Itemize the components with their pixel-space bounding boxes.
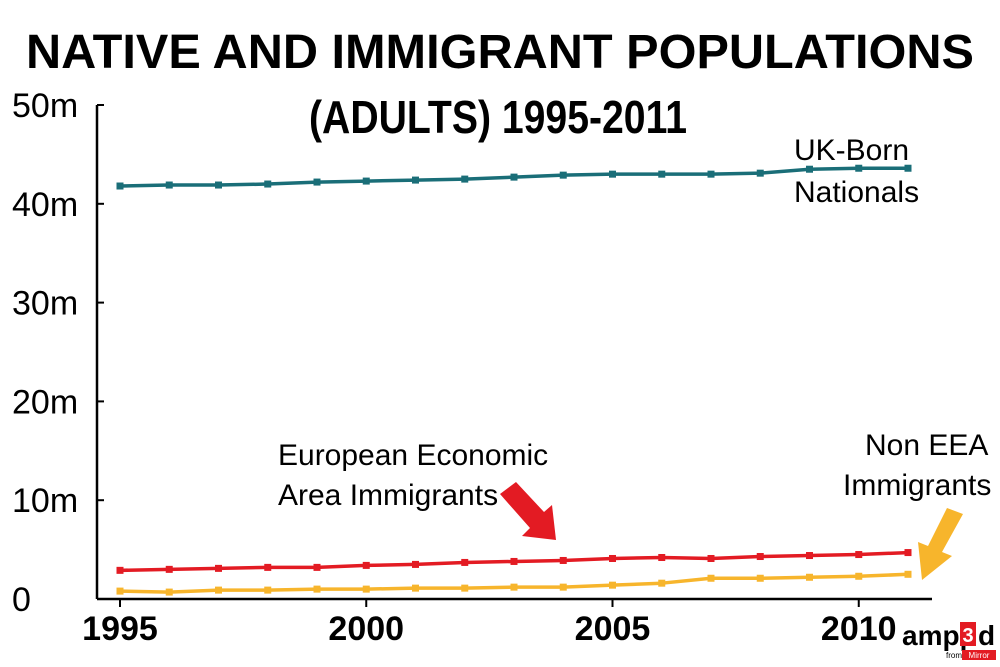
series-label-non-eea-line-0: Non EEA [865, 429, 988, 462]
y-tick-label-2: 20m [12, 383, 78, 421]
point-eea-2008 [756, 553, 764, 561]
logo-mirror-badge [962, 650, 996, 660]
point-eea-2000 [362, 561, 370, 569]
point-uk-born-2003 [510, 173, 518, 181]
point-non-eea-2001 [412, 584, 419, 592]
point-eea-2006 [658, 554, 666, 562]
point-non-eea-2002 [461, 584, 469, 592]
point-non-eea-2007 [707, 574, 715, 582]
point-non-eea-1998 [264, 586, 272, 594]
x-tick-label-2: 2005 [575, 610, 651, 648]
point-uk-born-2001 [412, 176, 419, 184]
logo-badge [960, 622, 976, 646]
x-tick-label-1: 2000 [328, 610, 404, 648]
point-non-eea-1999 [313, 585, 321, 593]
series-label-uk-born-line-0: UK-Born [794, 134, 909, 167]
point-uk-born-1997 [215, 181, 222, 189]
point-uk-born-2005 [609, 170, 616, 178]
point-non-eea-2008 [756, 574, 764, 582]
point-non-eea-2006 [658, 579, 666, 587]
point-non-eea-2000 [362, 585, 370, 593]
y-tick-label-3: 30m [12, 285, 78, 323]
point-uk-born-1995 [116, 182, 124, 190]
point-eea-2009 [806, 552, 813, 560]
logo-badge-digit: 3 [962, 625, 973, 647]
point-non-eea-2010 [855, 572, 863, 580]
point-non-eea-2004 [559, 583, 567, 591]
series-label-uk-born-line-1: Nationals [794, 176, 919, 209]
point-non-eea-1997 [215, 586, 222, 594]
y-tick-label-0: 0 [12, 581, 31, 619]
logo-mirror-text: Mirror [969, 651, 990, 660]
y-tick-label-4: 40m [12, 186, 78, 224]
point-uk-born-2002 [461, 175, 469, 183]
eea-arrow [500, 482, 556, 540]
point-eea-2004 [559, 556, 567, 564]
series-label-non-eea-line-1: Immigrants [843, 469, 991, 502]
non-eea-arrow [918, 508, 963, 580]
point-uk-born-2004 [559, 171, 567, 179]
point-eea-1996 [165, 565, 173, 573]
x-tick-label-0: 1995 [82, 610, 158, 648]
point-uk-born-2000 [362, 177, 370, 185]
series-label-eea-line-1: Area Immigrants [278, 479, 498, 512]
logo-tail: d [978, 620, 995, 651]
point-uk-born-1998 [264, 180, 272, 188]
point-eea-2011 [904, 549, 912, 557]
point-non-eea-2011 [904, 570, 912, 578]
point-eea-1997 [215, 564, 222, 572]
y-tick-label-5: 50m [12, 87, 78, 125]
point-non-eea-2005 [609, 581, 616, 589]
point-eea-2010 [855, 551, 863, 559]
y-tick-label-1: 10m [12, 482, 78, 520]
x-tick-label-3: 2010 [821, 610, 897, 648]
point-eea-2002 [461, 558, 469, 566]
point-uk-born-2007 [707, 170, 715, 178]
point-uk-born-1999 [313, 178, 321, 186]
logo-from: from [946, 651, 962, 660]
point-eea-1998 [264, 563, 272, 571]
point-non-eea-2009 [806, 573, 813, 581]
point-eea-1999 [313, 563, 321, 571]
point-eea-2005 [609, 554, 616, 562]
point-eea-1995 [116, 566, 124, 574]
chart-subtitle: (ADULTS) 1995-2011 [309, 91, 687, 143]
series-label-eea-line-0: European Economic [278, 439, 548, 472]
chart-title: NATIVE AND IMMIGRANT POPULATIONS [26, 26, 974, 79]
point-non-eea-1995 [116, 587, 124, 595]
point-uk-born-1996 [165, 181, 173, 189]
point-uk-born-2006 [658, 170, 666, 178]
point-non-eea-1996 [165, 588, 173, 596]
amppd-logo: ampp 3 d from Mirror [902, 620, 996, 660]
point-uk-born-2009 [806, 165, 813, 173]
point-eea-2001 [412, 560, 419, 568]
point-eea-2007 [707, 554, 715, 562]
point-uk-born-2008 [756, 169, 764, 177]
point-uk-born-2011 [904, 164, 912, 172]
point-eea-2003 [510, 557, 518, 565]
point-uk-born-2010 [855, 164, 863, 172]
point-non-eea-2003 [510, 583, 518, 591]
